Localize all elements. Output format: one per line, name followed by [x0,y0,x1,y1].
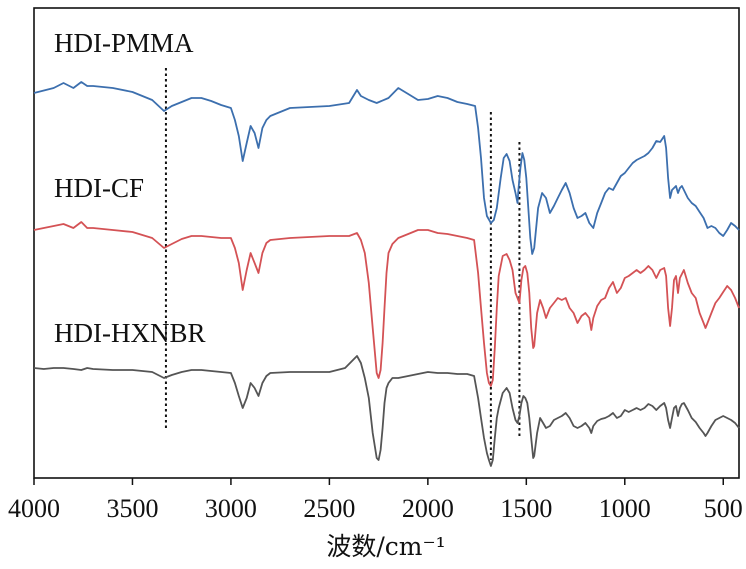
series-label-hdi-cf: HDI-CF [54,173,144,203]
x-tick-label-3000: 3000 [205,494,257,523]
x-tick-label-2000: 2000 [402,494,454,523]
x-tick-label-3500: 3500 [106,494,158,523]
x-tick-label-1000: 1000 [599,494,651,523]
series-line-hdi-pmma [33,81,740,255]
x-axis: 4000 3500 3000 2500 2000 1500 1000 500 [8,478,743,523]
series-labels: HDI-PMMA HDI-CF HDI-HXNBR [54,28,206,348]
x-tick-label-1500: 1500 [500,494,552,523]
series-label-hdi-pmma: HDI-PMMA [54,28,194,58]
x-tick-label-4000: 4000 [8,494,60,523]
x-axis-title: 波数/cm⁻¹ [326,532,445,561]
series-label-hdi-hxnbr: HDI-HXNBR [54,318,206,348]
reference-lines [164,68,521,460]
plot-area-frame [33,7,740,479]
series-layer [33,81,740,467]
x-tick-label-2500: 2500 [303,494,355,523]
x-tick-label-500: 500 [704,494,743,523]
series-line-hdi-hxnbr [33,355,740,467]
series-line-hdi-cf [33,221,740,387]
